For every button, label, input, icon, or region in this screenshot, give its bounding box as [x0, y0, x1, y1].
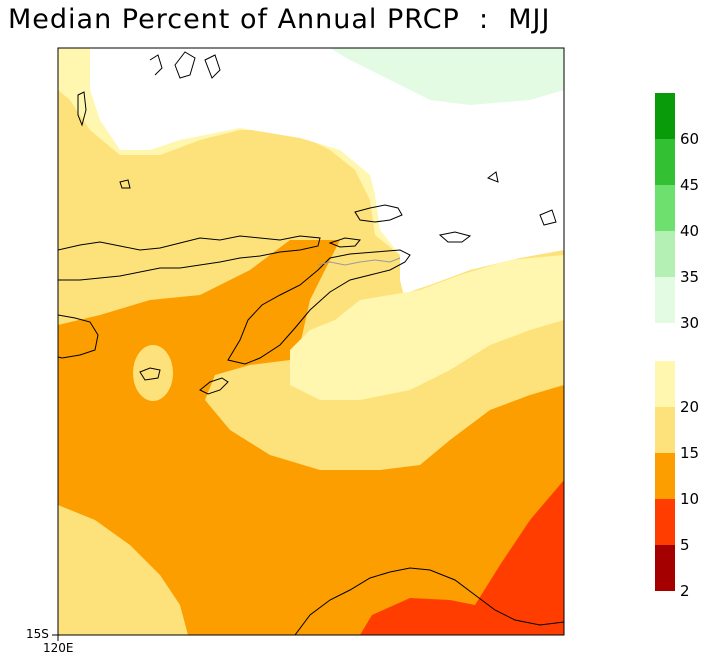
map-title: Median Percent of Annual PRCP : MJJ — [8, 4, 551, 35]
legend-lower-swatch-1 — [655, 407, 675, 453]
coastline-sawu — [139, 367, 161, 381]
coastline-rote — [199, 377, 229, 395]
legend-upper-label-0: 60 — [680, 130, 700, 148]
legend-lower-label-2: 10 — [680, 490, 700, 508]
coastline-timor-leste-border — [317, 257, 401, 266]
coastline-flores — [58, 235, 321, 281]
legend-upper-swatch-1 — [655, 139, 675, 185]
legend-upper-label-1: 45 — [680, 176, 700, 194]
legend-upper-swatch-4 — [655, 277, 675, 323]
coastline-sumba — [58, 314, 99, 359]
legend-lower-swatch-2 — [655, 453, 675, 499]
coastline-small-isles — [119, 171, 557, 243]
coastline-buton — [77, 91, 87, 127]
coastline-timor — [227, 249, 411, 365]
legend-lower-swatch-4 — [655, 545, 675, 591]
legend-lower-label-4: 2 — [680, 582, 690, 600]
coastline-alor — [328, 237, 361, 248]
x-axis-tick-label: 120E — [43, 641, 74, 655]
legend-upper-label-3: 35 — [680, 268, 700, 286]
coastline-wetar — [354, 204, 403, 223]
legend-lower-label-0: 20 — [680, 398, 700, 416]
legend-lower-label-1: 15 — [680, 444, 700, 462]
contour-green-north — [330, 48, 564, 105]
legend-upper-label-2: 40 — [680, 222, 700, 240]
contour-red-southeast — [360, 480, 564, 635]
map-frame — [57, 47, 565, 636]
coastline-australia — [294, 567, 564, 635]
y-axis-tick-label: 15S — [26, 627, 49, 641]
coastline-layer — [58, 51, 564, 635]
legend-upper-swatch-2 — [655, 185, 675, 231]
legend-upper-swatch-3 — [655, 231, 675, 277]
legend-lower-swatch-0 — [655, 361, 675, 407]
contour-yellow-southwest — [58, 505, 188, 635]
legend-upper-label-4: 30 — [680, 314, 700, 332]
contour-white-north — [90, 48, 564, 300]
legend-upper-swatch-0 — [655, 93, 675, 139]
contour-fill-layers — [58, 48, 564, 635]
legend-lower-label-3: 5 — [680, 536, 690, 554]
contour-pale-east — [290, 255, 564, 400]
coastline-sulawesi-bits — [149, 51, 221, 79]
legend-lower-swatch-3 — [655, 499, 675, 545]
contour-yellow-bubble — [133, 345, 173, 401]
